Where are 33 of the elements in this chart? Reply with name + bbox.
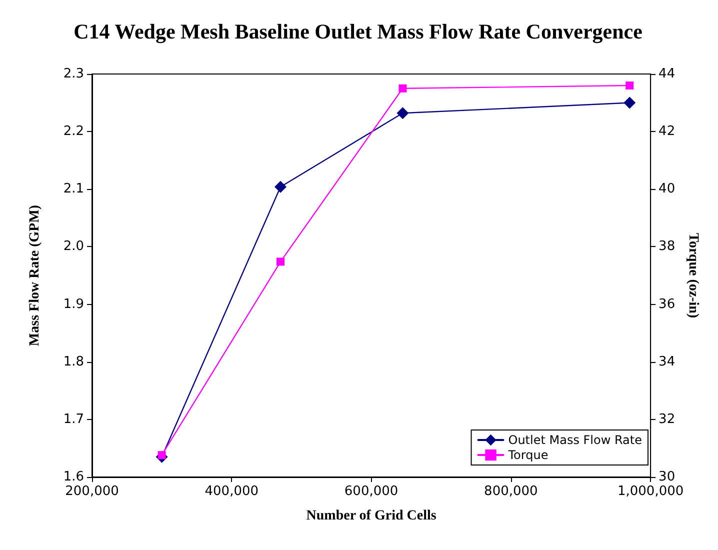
y-tick-label: 1.6 (63, 470, 84, 484)
chart-title: C14 Wedge Mesh Baseline Outlet Mass Flow Rate Convergence (74, 20, 642, 44)
y2-tick-label: 30 (658, 470, 676, 484)
point (396, 107, 409, 120)
x-tick-label: 800,000 (484, 484, 538, 499)
y2-tick-label: 38 (658, 239, 676, 254)
y-tick-label: 1.7 (63, 412, 84, 427)
y-tick-label: 2.0 (63, 239, 84, 254)
y-tick-label: 2.1 (63, 182, 84, 197)
y-tick-label: 2.2 (63, 124, 84, 140)
y-axis-title: Mass Flow Rate (GPM) (28, 204, 42, 346)
x-tick-label: 200,000 (65, 484, 119, 499)
y2-tick-label: 34 (658, 354, 676, 370)
point (626, 82, 634, 90)
point (624, 96, 636, 109)
y2-tick-label: 32 (658, 412, 676, 427)
legend-label: Torque (507, 448, 548, 462)
y2-axis-title: Torque (oz-in) (686, 232, 700, 318)
legend-label: Outlet Mass Flow Rate (508, 433, 642, 447)
x-tick-label: 400,000 (204, 484, 259, 499)
x-axis-title: Number of Grid Cells (306, 508, 437, 524)
x-tick-label: 600,000 (344, 484, 398, 499)
y2-tick-label: 44 (658, 66, 676, 82)
y2-tick-label: 42 (658, 124, 676, 140)
point (276, 258, 285, 266)
point (398, 84, 407, 92)
y-tick-label: 1.9 (63, 296, 84, 312)
point (274, 180, 287, 193)
y2-tick-label: 40 (658, 182, 676, 197)
y-tick-label: 1.8 (63, 354, 84, 370)
x-tick-label: 1,000,000 (617, 484, 684, 499)
y-tick-label: 2.3 (63, 66, 84, 82)
y2-tick-label: 36 (658, 296, 676, 312)
